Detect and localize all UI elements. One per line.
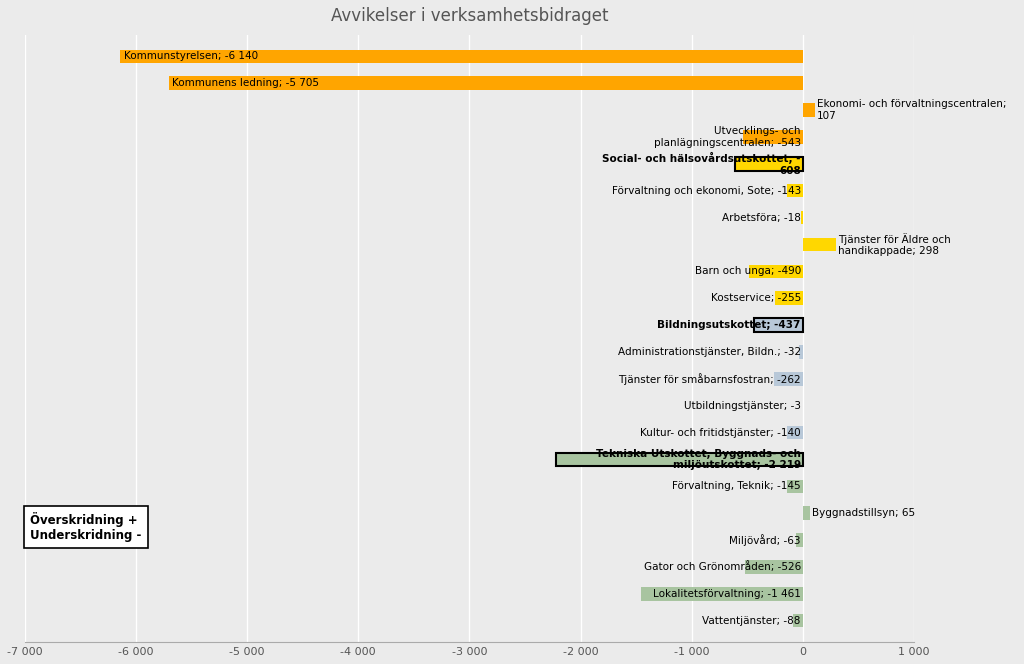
Bar (774, 291, 803, 305)
Text: Kostservice; -255: Kostservice; -255 (711, 293, 801, 303)
Text: Ekonomi- och förvaltningscentralen;
107: Ekonomi- och förvaltningscentralen; 107 (817, 100, 1007, 121)
Bar (749, 265, 803, 278)
Text: Barn och unga; -490: Barn och unga; -490 (694, 266, 801, 276)
Text: Byggnadstillsyn; 65: Byggnadstillsyn; 65 (812, 508, 915, 518)
Text: Överskridning +
Underskridning -: Överskridning + Underskridning - (31, 512, 141, 542)
Bar (787, 184, 803, 197)
Text: Förvaltning och ekonomi, Sote; -143: Förvaltning och ekonomi, Sote; -143 (611, 186, 801, 196)
Text: Tjänster för småbarnsfostran; -262: Tjänster för småbarnsfostran; -262 (618, 373, 801, 384)
Text: Kommunstyrelsen; -6 140: Kommunstyrelsen; -6 140 (124, 51, 258, 61)
Bar (787, 426, 803, 440)
Bar (786, 479, 803, 493)
Text: Utbildningstjänster; -3: Utbildningstjänster; -3 (684, 400, 801, 411)
Bar (735, 157, 803, 171)
Bar (800, 345, 803, 359)
Text: Tekniska Utskottet, Byggnads- och
miljöutskottet; -2 219: Tekniska Utskottet, Byggnads- och miljöu… (596, 449, 801, 470)
Text: Kultur- och fritidstjänster; -140: Kultur- och fritidstjänster; -140 (640, 428, 801, 438)
Text: Arbetsföra; -18: Arbetsföra; -18 (722, 212, 801, 222)
Text: Utvecklings- och
planlägningscentralen; -543: Utvecklings- och planlägningscentralen; … (653, 126, 801, 148)
Bar (803, 507, 810, 520)
Bar (774, 372, 803, 386)
Text: Tjänster för Äldre och
handikappade; 298: Tjänster för Äldre och handikappade; 298 (839, 232, 951, 256)
Bar (801, 211, 803, 224)
Text: Miljövård; -63: Miljövård; -63 (729, 534, 801, 546)
Bar (796, 533, 803, 546)
Bar (803, 104, 815, 117)
Text: Bildningsutskottet; -437: Bildningsutskottet; -437 (657, 320, 801, 330)
Bar (744, 560, 803, 574)
Bar (794, 614, 803, 627)
Bar (169, 76, 803, 90)
Text: Gator och Grönområden; -526: Gator och Grönområden; -526 (643, 562, 801, 572)
Text: Kommunens ledning; -5 705: Kommunens ledning; -5 705 (172, 78, 319, 88)
Text: Förvaltning, Teknik; -145: Förvaltning, Teknik; -145 (672, 481, 801, 491)
Bar (641, 587, 803, 600)
Bar (556, 453, 803, 466)
Text: Lokalitetsförvaltning; -1 461: Lokalitetsförvaltning; -1 461 (653, 589, 801, 599)
Bar (755, 318, 803, 332)
Bar (803, 238, 837, 251)
Bar (121, 50, 803, 63)
Title: Avvikelser i verksamhetsbidraget: Avvikelser i verksamhetsbidraget (331, 7, 608, 25)
Text: Social- och hälsovårdsutskottet; -
608: Social- och hälsovårdsutskottet; - 608 (602, 152, 801, 176)
Bar (742, 130, 803, 143)
Text: Administrationstjänster, Bildn.; -32: Administrationstjänster, Bildn.; -32 (617, 347, 801, 357)
Text: Vattentjänster; -88: Vattentjänster; -88 (702, 616, 801, 625)
